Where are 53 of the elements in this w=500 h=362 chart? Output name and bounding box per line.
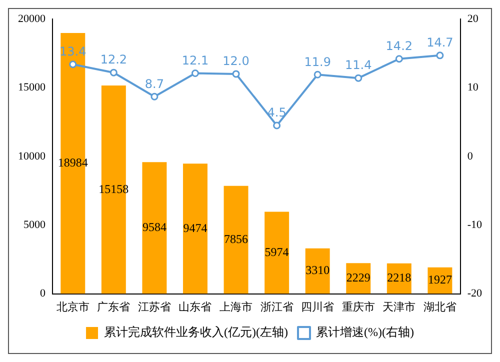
y-tick-label: 10000 [18, 150, 46, 162]
data-label: 1927 [428, 272, 452, 287]
y2-tick-label: -20 [467, 288, 482, 300]
data-label: 12.0 [222, 54, 250, 68]
x-tick-label: 上海市 [220, 300, 253, 314]
x-tick-label: 天津市 [382, 300, 416, 314]
y2-tick-label: 0 [467, 150, 474, 162]
x-tick-label: 江苏省 [138, 300, 171, 314]
point [314, 70, 322, 78]
y-tick-label: 5000 [24, 218, 46, 231]
x-tick-label: 北京市 [56, 300, 90, 314]
point [395, 55, 403, 63]
y2-tick-label: 10 [467, 82, 479, 94]
point [150, 92, 158, 100]
y2-tick-label: -10 [467, 218, 482, 231]
data-label: 12.1 [182, 53, 209, 68]
bar [183, 164, 208, 294]
data-label: 7856 [224, 232, 248, 246]
x-tick-label: 广东省 [97, 300, 130, 314]
data-label: 9584 [142, 220, 166, 234]
y-tick-label: 15000 [18, 82, 46, 94]
x-tick-label: 湖北省 [423, 300, 456, 314]
data-label: 9474 [183, 220, 208, 235]
data-label: 2229 [346, 270, 370, 285]
x-tick-label: 重庆市 [342, 300, 375, 314]
x-tick-label: 山东省 [178, 300, 212, 314]
legend-label: 累计增速(%)(右轴) [316, 325, 414, 340]
data-label: 12.2 [100, 52, 128, 67]
data-label: 14.7 [426, 36, 454, 50]
bar [224, 186, 248, 294]
point [191, 70, 199, 78]
data-label: 8.7 [144, 76, 164, 91]
point [436, 52, 444, 60]
legend-label: 累计完成软件业务收入(亿元)(左轴) [104, 325, 288, 340]
data-label: 11.9 [304, 54, 331, 69]
data-label: 14.2 [386, 38, 413, 53]
data-label: 3310 [306, 263, 330, 278]
point [273, 122, 281, 130]
bar [264, 212, 290, 294]
point [354, 74, 362, 82]
data-label: 5974 [264, 244, 289, 259]
point [110, 68, 118, 76]
data-label: 11.4 [345, 58, 372, 72]
x-tick-label: 四川省 [301, 300, 334, 314]
point [69, 60, 77, 68]
bar [305, 248, 330, 294]
y-tick-label: 20000 [18, 12, 46, 25]
bar [142, 162, 167, 294]
x-tick-label: 浙江省 [260, 300, 294, 314]
y-tick-label: 0 [40, 288, 46, 300]
data-label: 2218 [387, 270, 412, 285]
y2-tick-label: 20 [467, 12, 479, 25]
point [232, 70, 240, 78]
